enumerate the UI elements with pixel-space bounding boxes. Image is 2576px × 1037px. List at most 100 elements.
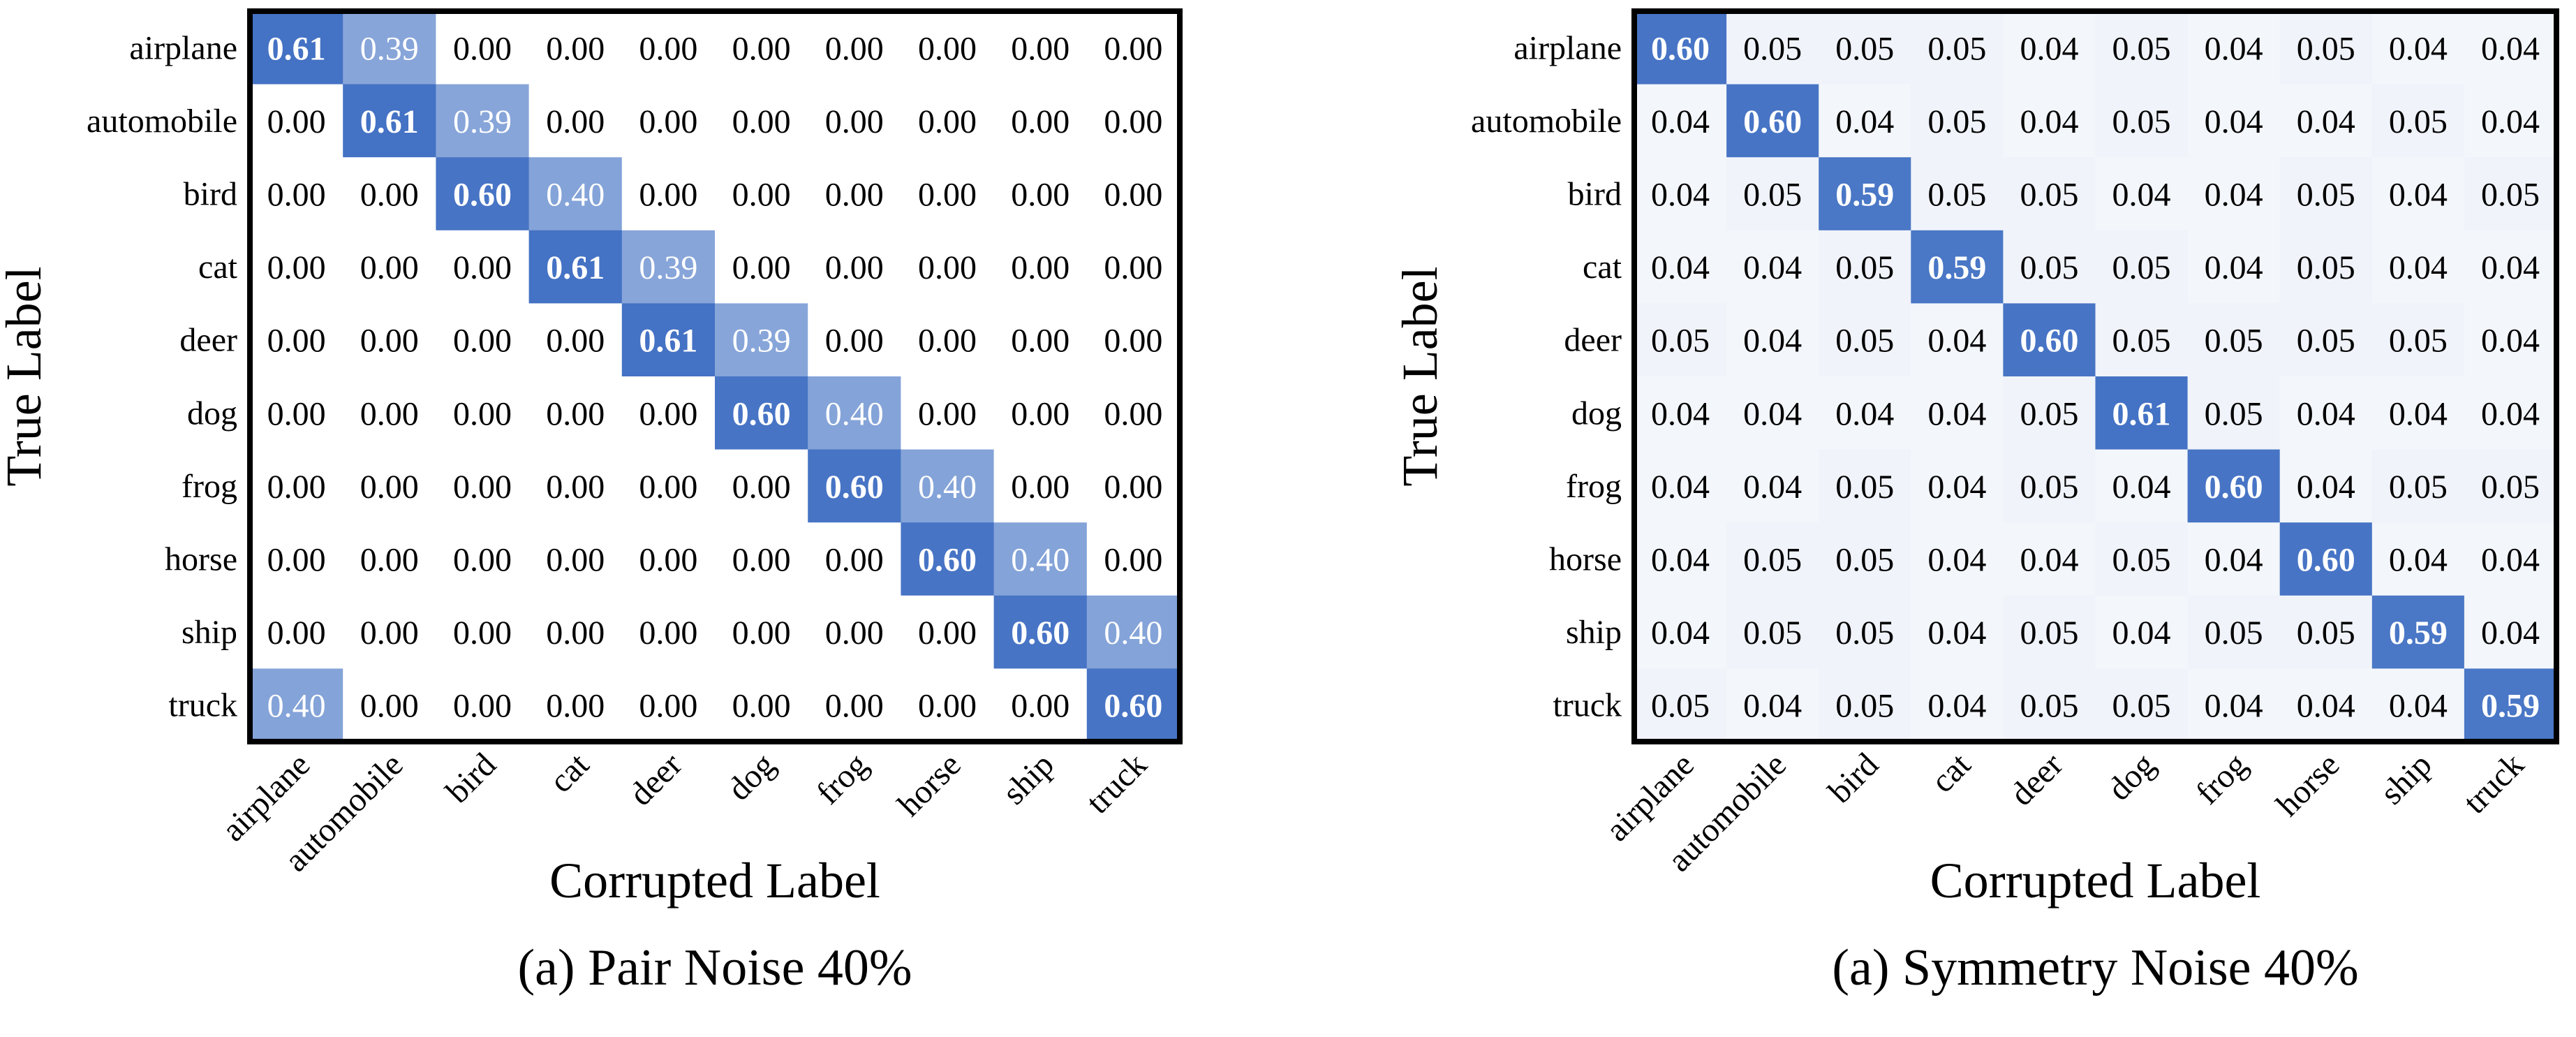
heatmap-cell [715,522,808,596]
heatmap-cell [2003,376,2096,450]
heatmap-cell [1819,157,1911,231]
heatmap-cell [2371,11,2465,85]
heatmap-cell [2279,84,2373,158]
heatmap-cell [2187,668,2281,742]
heatmap-cell [250,376,343,450]
heatmap-cell [1634,595,1727,669]
cell-value-label: 0.00 [267,469,326,506]
heatmap-cell [2279,157,2373,231]
x-tick-label: cat [1924,746,1978,800]
panel-caption: (a) Pair Noise 40% [517,939,912,996]
heatmap-cell [1634,11,1727,85]
heatmap-cell [2371,376,2465,450]
heatmap-cell [528,595,623,669]
cell-value-label: 0.05 [1835,249,1894,286]
cell-value-label: 0.00 [1104,323,1162,360]
cell-value-label: 0.04 [1743,688,1802,725]
heatmap-cell [715,157,808,231]
heatmap-cell [528,11,623,85]
heatmap-cell [250,11,343,85]
heatmap-cell [2003,11,2096,85]
heatmap-cell [901,84,995,158]
cell-value-label: 0.00 [639,615,697,652]
heatmap-cell [2003,303,2096,377]
heatmap-cell [715,11,808,85]
cell-value-label: 0.05 [1651,688,1710,725]
heatmap-cell [2095,376,2189,450]
cell-value-label: 0.05 [2020,177,2078,214]
heatmap-cell [1726,303,1819,377]
heatmap-cell [901,522,995,596]
y-tick-label: cat [1583,249,1622,286]
y-tick-label: deer [1564,322,1622,359]
y-tick-label: automobile [87,103,237,140]
heatmap-cell [993,595,1088,669]
cell-value-label: 0.00 [453,469,512,506]
heatmap-cell [2279,595,2373,669]
cell-value-label: 0.59 [1927,249,1986,286]
x-tick-label: dog [720,746,782,807]
cell-value-label: 0.04 [2020,542,2078,579]
heatmap-cell [528,84,623,158]
cell-value-label: 0.04 [2389,542,2448,579]
heatmap-cell [1086,522,1180,596]
heatmap-cell [2187,522,2281,596]
cell-value-label: 0.04 [2205,249,2263,286]
heatmap-cell [250,230,343,304]
heatmap-cell [528,449,623,523]
heatmap-cell [2095,11,2189,85]
cell-value-label: 0.00 [732,469,791,506]
heatmap-cell [250,668,343,742]
cell-value-label: 0.04 [1651,249,1710,286]
heatmap-cell [993,522,1088,596]
cell-value-label: 0.00 [639,688,697,725]
heatmap-cell [343,157,436,231]
heatmap-cell [2371,230,2465,304]
cell-value-label: 0.60 [1104,688,1162,725]
cell-value-label: 0.04 [2389,688,2448,725]
heatmap-cell [1086,595,1180,669]
cell-value-label: 0.00 [639,177,697,214]
cell-value-label: 0.00 [267,542,326,579]
cell-value-label: 0.04 [1651,177,1710,214]
heatmap-cell [2464,11,2557,85]
cell-value-label: 0.05 [2112,323,2171,360]
cell-value-label: 0.04 [2020,103,2078,140]
heatmap-cell [1086,376,1180,450]
heatmap-cell [343,84,436,158]
cell-value-label: 0.00 [918,615,977,652]
cell-value-label: 0.60 [732,395,791,432]
heatmap-cell [1086,11,1180,85]
heatmap-cell [2095,84,2189,158]
heatmap-cell [1911,84,2004,158]
cell-value-label: 0.00 [267,177,326,214]
heatmap-cell [715,230,808,304]
cell-value-label: 0.00 [360,688,419,725]
heatmap-cell [715,595,808,669]
y-tick-label: horse [1549,541,1622,578]
cell-value-label: 0.00 [918,395,977,432]
cell-value-label: 0.39 [453,103,512,140]
heatmap-cell [436,303,530,377]
heatmap-cell [1819,84,1911,158]
heatmap-cell [621,595,716,669]
cell-value-label: 0.04 [2205,177,2263,214]
heatmap-cell [621,84,716,158]
heatmap-cell [1086,84,1180,158]
cell-value-label: 0.04 [2112,469,2171,506]
heatmap-cell [1819,230,1911,304]
heatmap-cell [2187,303,2281,377]
cell-value-label: 0.00 [267,615,326,652]
heatmap-cell [2095,595,2189,669]
heatmap-cell [2003,595,2096,669]
heatmap-cell [808,230,901,304]
heatmap-cell [1634,376,1727,450]
cell-value-label: 0.00 [825,542,884,579]
heatmap-cell [2464,376,2557,450]
heatmap-cell [343,230,436,304]
heatmap-cell [1911,522,2004,596]
heatmap-cell [1726,157,1819,231]
cell-value-label: 0.04 [2112,615,2171,652]
heatmap-cell [715,668,808,742]
cell-value-label: 0.05 [1835,30,1894,67]
